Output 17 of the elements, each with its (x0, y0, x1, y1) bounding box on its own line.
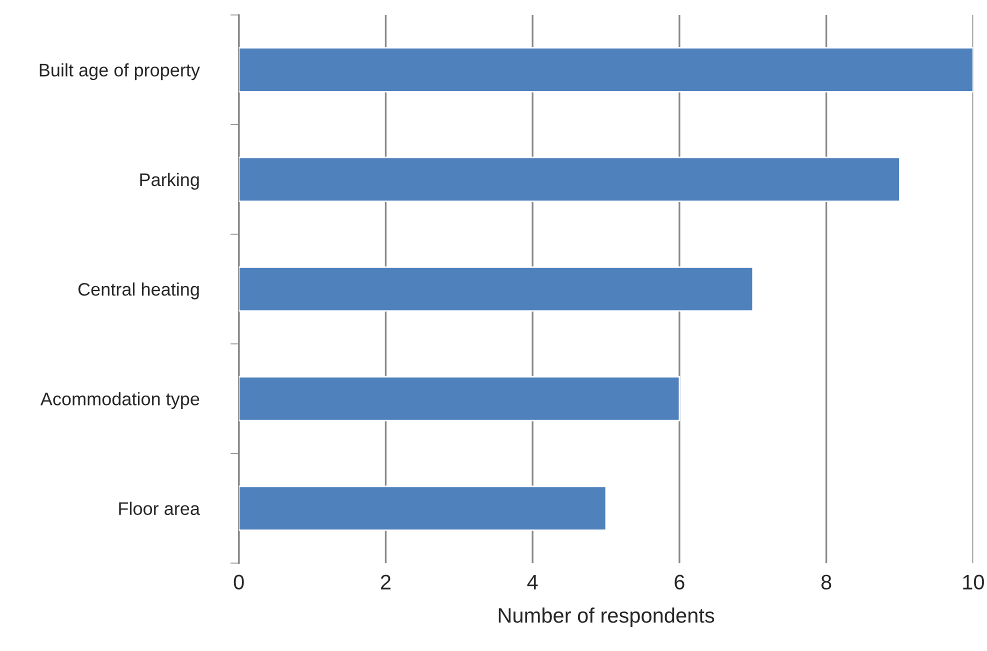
bar (238, 266, 754, 312)
y-tick-label: Acommodation type (40, 392, 200, 409)
y-tick-label: Central heating (78, 282, 199, 300)
bar (238, 486, 607, 531)
x-tick-label: 6 (674, 574, 684, 590)
x-tick-label: 2 (380, 574, 390, 590)
y-tick-label: Parking (140, 172, 199, 190)
y-tick-label: Floor area (119, 502, 200, 516)
x-tick-label: 4 (527, 574, 538, 590)
x-tick-label: 8 (821, 574, 832, 590)
y-tick-label: Built age of property (40, 63, 200, 80)
x-tick-label: 10 (963, 574, 984, 590)
x-tick-label: 0 (234, 574, 244, 590)
x-axis-title: Number of respondents (498, 608, 714, 627)
bar (238, 47, 974, 92)
bar (238, 376, 680, 422)
bar (238, 156, 900, 202)
